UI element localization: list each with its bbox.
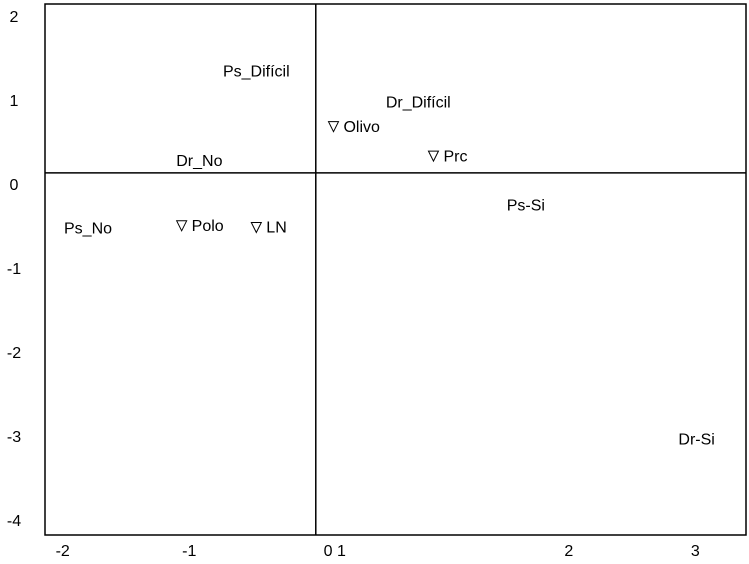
x-tick-label: 2 (564, 543, 573, 560)
point-marker (427, 150, 440, 163)
y-tick-label: 0 (10, 177, 19, 194)
y-tick-label: 2 (10, 9, 19, 26)
point-marker (250, 221, 263, 234)
point-label: Ps-Si (507, 198, 545, 215)
point-label: Ps_Difícil (223, 63, 290, 80)
point-marker (327, 121, 340, 133)
point-label: Polo (192, 218, 224, 235)
y-tick-label: -4 (7, 513, 21, 530)
x-tick-label: 3 (691, 543, 700, 560)
point-label: LN (266, 220, 286, 237)
point-label: Ps_No (64, 220, 112, 237)
y-tick-label: -2 (7, 345, 21, 362)
point-label: Olivo (343, 119, 380, 136)
x-tick-label: -1 (182, 543, 196, 560)
point-label: Dr_No (176, 153, 222, 170)
point-label: Dr_Difícil (386, 94, 451, 111)
y-tick-label: -3 (7, 429, 21, 446)
plot-frame (44, 3, 747, 536)
point-marker (175, 220, 188, 232)
x-tick-label: 0 1 (324, 543, 346, 560)
x-tick-label: -2 (56, 543, 70, 560)
y-tick-label: -1 (7, 261, 21, 278)
y-tick-label: 1 (10, 93, 19, 110)
point-label: Dr-Si (678, 431, 714, 448)
point-label: Prc (443, 148, 467, 165)
